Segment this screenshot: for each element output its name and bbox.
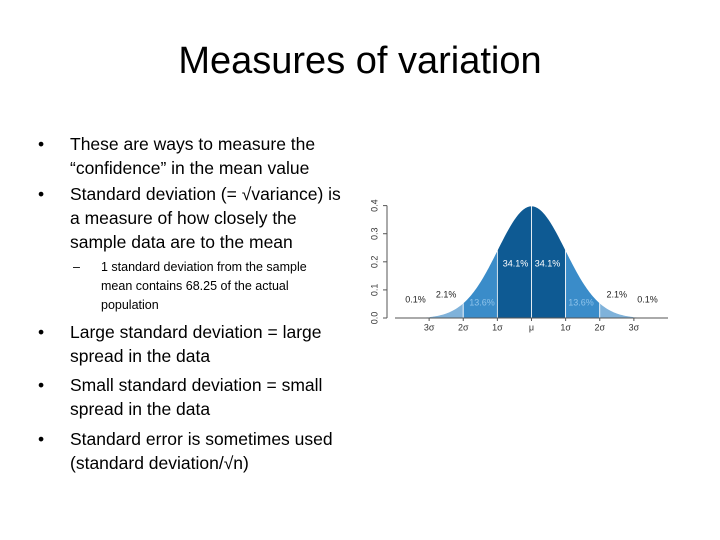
x-tick-label: μ (529, 322, 534, 332)
region (565, 249, 601, 319)
value-label: 2.1% (607, 289, 628, 299)
region (531, 205, 567, 319)
region (428, 301, 464, 319)
x-tick-label: 1σ (560, 322, 571, 332)
y-tick-label: 0.2 (369, 256, 379, 269)
x-tick-label: 1σ (492, 322, 503, 332)
bullet: Small standard deviation = small spread … (38, 373, 345, 421)
y-tick-label: 0.4 (369, 199, 379, 212)
y-tick-label: 0.3 (369, 227, 379, 240)
chart: 0.0 0.1 0.2 0.3 0.4 0.1% 2.1% 13.6% 34.1% 34.1% 13… (369, 199, 669, 332)
bullet: These are ways to measure the “confidenc… (38, 132, 345, 180)
value-label: 13.6% (568, 297, 594, 307)
value-label: 2.1% (436, 289, 457, 299)
slide-title: Measures of variation (178, 40, 542, 82)
region (599, 301, 635, 319)
value-label: 13.6% (469, 297, 495, 307)
x-tick-label: 3σ (424, 322, 435, 332)
bullet: Standard error is sometimes used (standa… (38, 427, 345, 475)
y-tick-label: 0.1 (369, 284, 379, 297)
value-label: 0.1% (637, 294, 658, 304)
x-tick-label: 2σ (594, 322, 605, 332)
bullet: Large standard deviation = large spread … (38, 320, 345, 368)
bullet: 1 standard deviation from the sample mea… (73, 258, 341, 315)
x-tick-label: 2σ (458, 322, 469, 332)
value-label: 0.1% (405, 294, 426, 304)
value-label: 34.1% (503, 258, 529, 268)
y-tick-label: 0.0 (369, 312, 379, 325)
bullet: Standard deviation (= √variance) is a me… (38, 182, 345, 254)
region (462, 249, 498, 319)
x-tick-label: 3σ (629, 322, 640, 332)
region (496, 205, 532, 319)
value-label: 34.1% (535, 258, 561, 268)
